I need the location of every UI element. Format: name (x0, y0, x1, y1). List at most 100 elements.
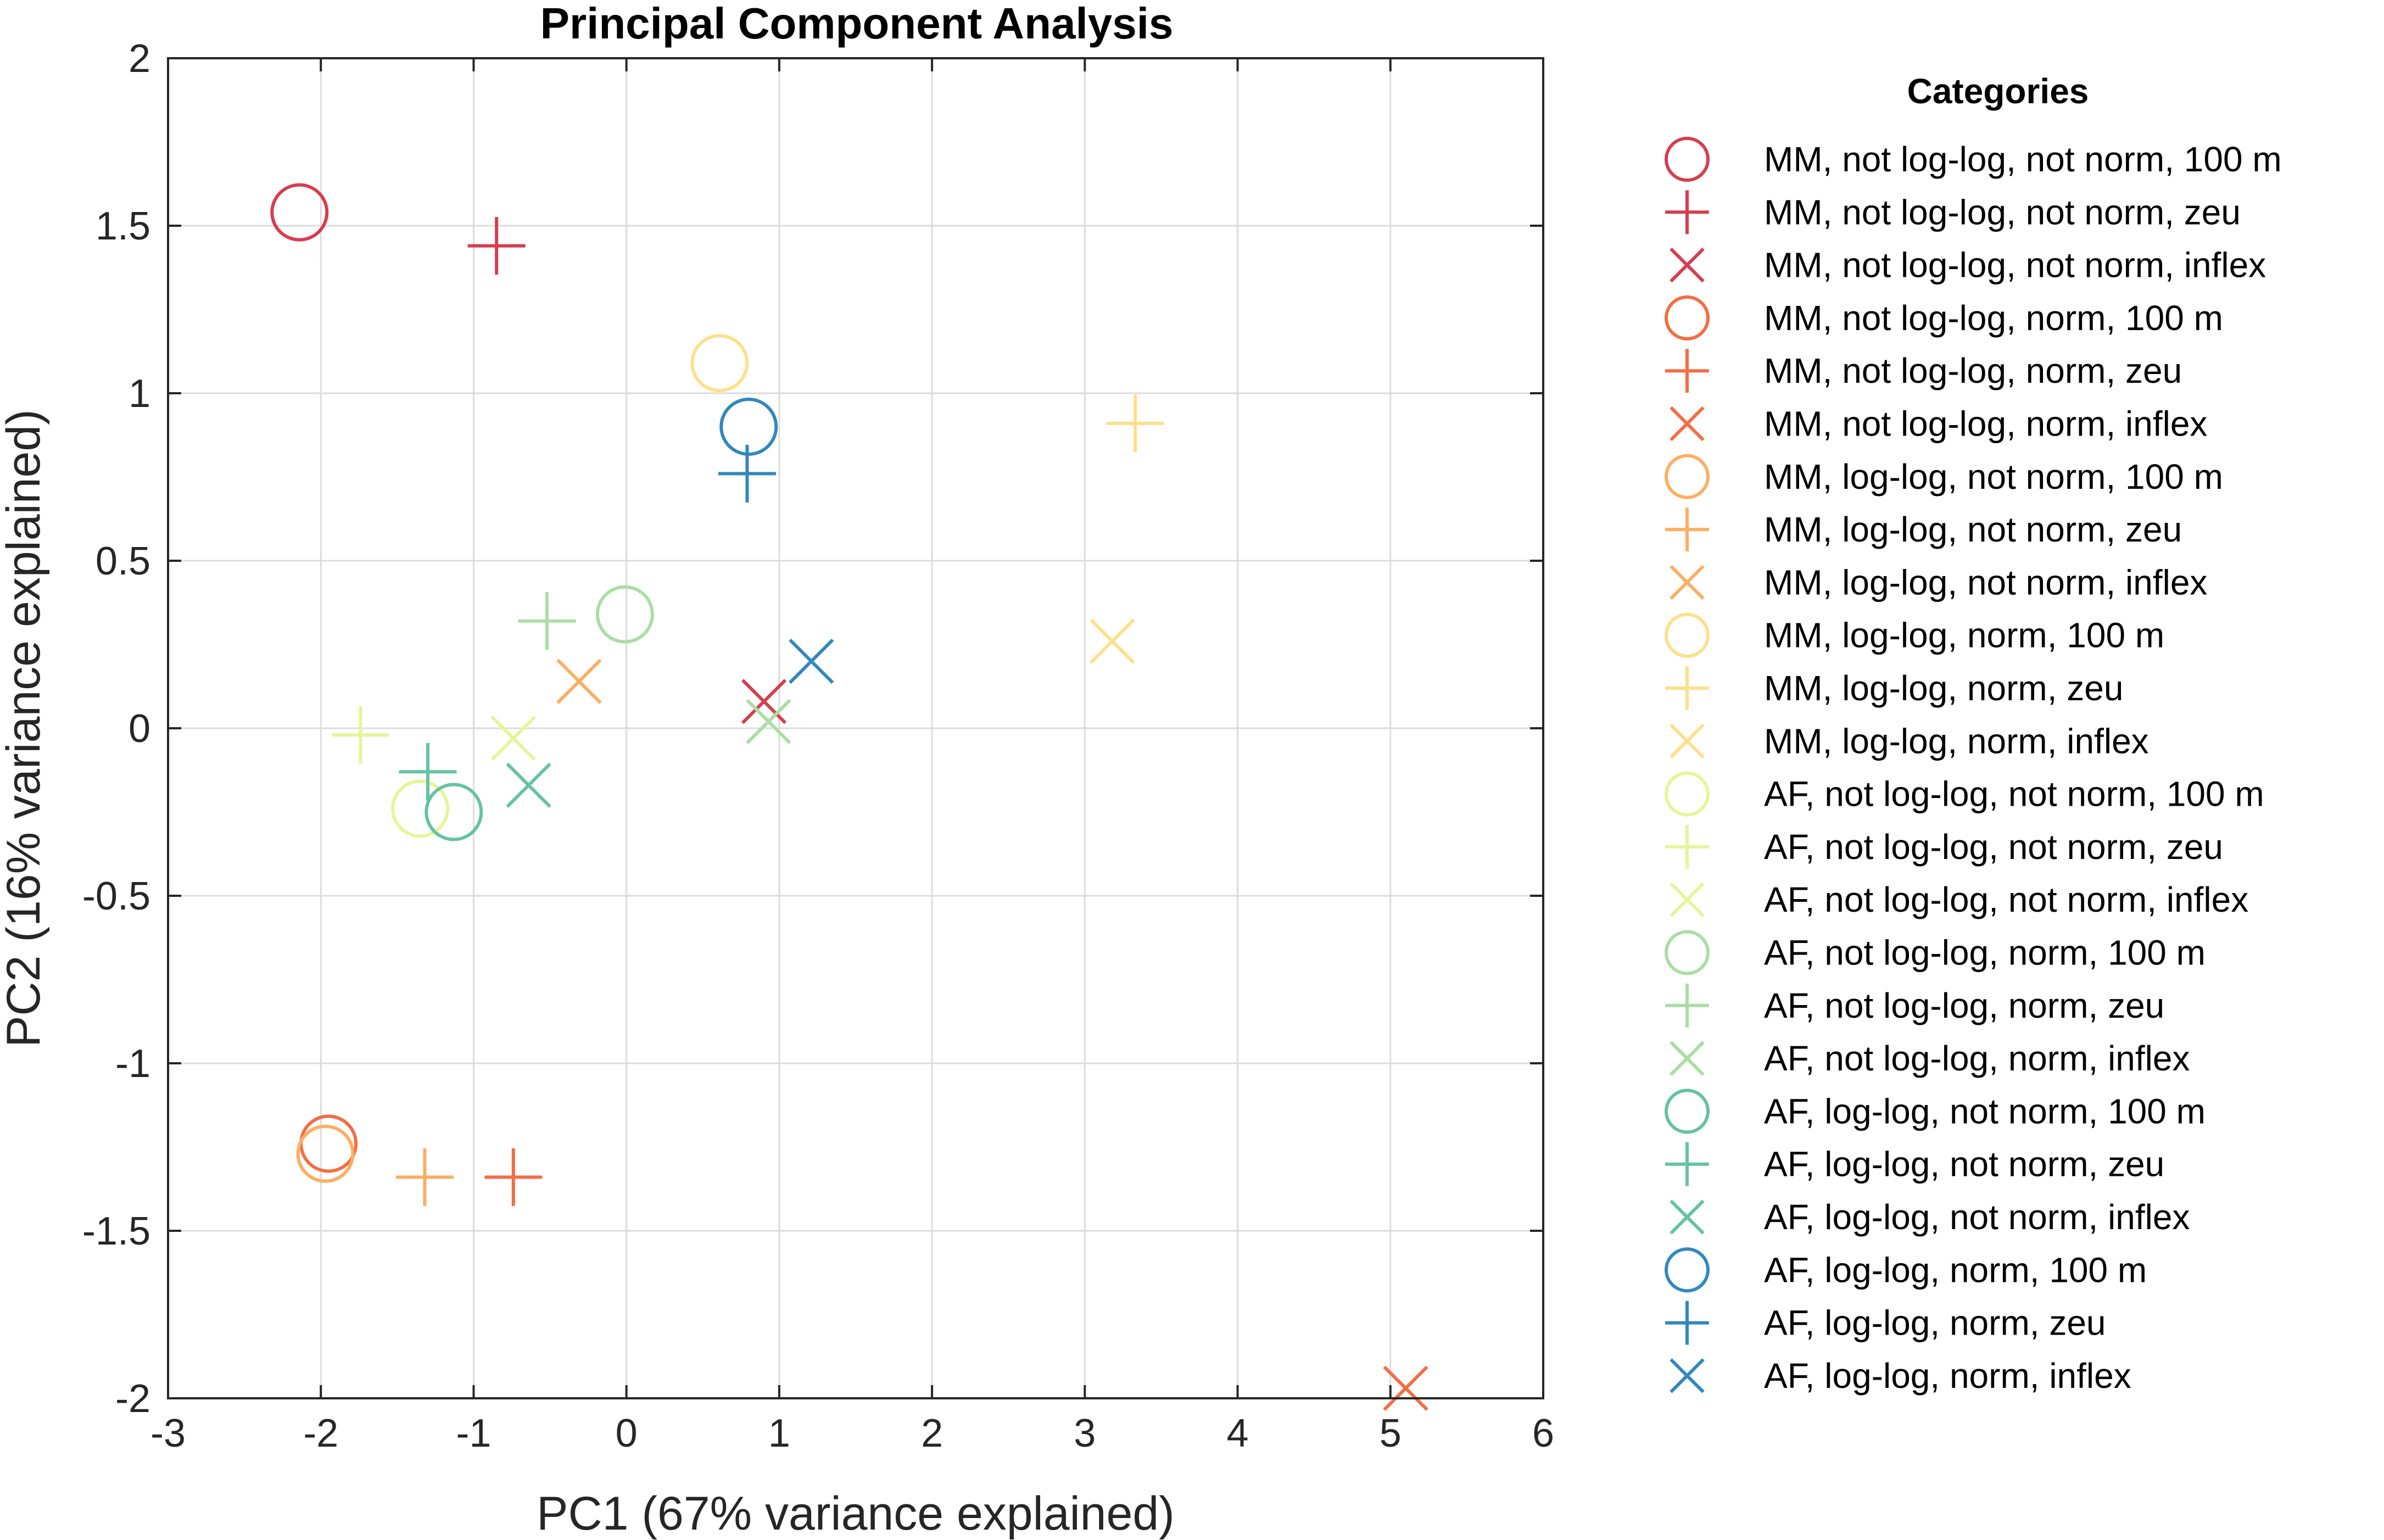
x-tick-label: -3 (150, 1411, 186, 1455)
legend-label: MM, log-log, not norm, zeu (1764, 510, 2182, 549)
legend-marker-cross (1670, 723, 1705, 759)
data-point-plus (399, 743, 457, 801)
legend-item: MM, not log-log, norm, 100 m (1665, 295, 2223, 341)
legend-label: AF, not log-log, not norm, zeu (1764, 827, 2223, 867)
chart-title: Principal Component Analysis (540, 0, 1174, 48)
legend-marker-circle (1665, 612, 1710, 658)
y-tick-label: 0 (129, 707, 150, 751)
legend-label: MM, not log-log, norm, zeu (1764, 351, 2182, 390)
legend-label: AF, not log-log, norm, zeu (1764, 986, 2164, 1025)
data-point-cross (1383, 1365, 1428, 1411)
legend-label: AF, log-log, norm, inflex (1764, 1356, 2131, 1396)
x-tick-label: 3 (1074, 1411, 1096, 1455)
data-point-plus (332, 706, 390, 764)
data-point-cross (741, 679, 787, 724)
x-tick-label: 6 (1532, 1411, 1554, 1455)
legend-marker-plus (1665, 1301, 1709, 1345)
x-tick-label: 1 (768, 1411, 790, 1455)
legend-marker-plus (1665, 825, 1709, 869)
legend-label: MM, not log-log, not norm, inflex (1764, 245, 2266, 285)
x-tick-label: 4 (1227, 1411, 1249, 1455)
legend-label: MM, log-log, norm, 100 m (1764, 616, 2164, 655)
legend-marker-plus (1665, 983, 1709, 1028)
legend-label: AF, not log-log, norm, 100 m (1764, 933, 2206, 973)
legend-marker-circle (1665, 771, 1710, 817)
legend-marker-cross (1670, 247, 1705, 283)
y-tick-label: -1 (115, 1042, 150, 1086)
data-point-cross (506, 762, 551, 808)
legend-item: AF, log-log, norm, 100 m (1665, 1247, 2147, 1293)
data-point-cross (556, 659, 602, 704)
data-point-cross (789, 638, 834, 684)
data-point-plus (484, 1148, 543, 1206)
legend-marker-cross (1670, 1199, 1705, 1235)
legend-marker-plus (1665, 349, 1709, 393)
plot-area-frame (167, 57, 1544, 1399)
legend-label: AF, not log-log, norm, inflex (1764, 1039, 2190, 1078)
legend-item: AF, log-log, norm, zeu (1665, 1301, 2106, 1345)
legend-title: Categories (1907, 71, 2089, 111)
legend-label: MM, not log-log, norm, inflex (1764, 404, 2207, 444)
data-point-cross (490, 716, 536, 761)
legend-marker-circle (1665, 1089, 1710, 1134)
data-point-plus (718, 444, 776, 503)
legend-item: MM, not log-log, not norm, 100 m (1665, 137, 2282, 182)
y-tick-label: -0.5 (82, 874, 150, 918)
legend-label: AF, not log-log, not norm, 100 m (1764, 774, 2264, 814)
legend-item: MM, not log-log, norm, zeu (1665, 349, 2182, 393)
y-tick-label: 2 (129, 37, 150, 81)
x-tick-label: 0 (616, 1411, 638, 1455)
legend-marker-circle (1665, 137, 1710, 182)
legend-item: MM, log-log, not norm, 100 m (1665, 454, 2223, 499)
legend-label: MM, not log-log, norm, 100 m (1764, 298, 2223, 338)
y-tick-label: 0.5 (96, 539, 150, 583)
data-point-circle (690, 334, 749, 393)
legend-marker-plus (1665, 190, 1709, 235)
legend-label: AF, log-log, norm, 100 m (1764, 1250, 2147, 1290)
legend-marker-circle (1665, 454, 1710, 499)
x-tick-label: -2 (303, 1411, 338, 1455)
legend-item: AF, log-log, not norm, zeu (1665, 1142, 2164, 1186)
legend-label: MM, log-log, norm, inflex (1764, 721, 2149, 761)
x-tick-label: -1 (456, 1411, 491, 1455)
legend: Categories MM, not log-log, not norm, 10… (1665, 71, 2282, 1396)
legend-item: AF, not log-log, norm, inflex (1670, 1039, 2190, 1078)
legend-item: AF, log-log, not norm, 100 m (1665, 1089, 2206, 1134)
data-point-circle (296, 1124, 355, 1183)
legend-item: AF, not log-log, norm, 100 m (1665, 930, 2206, 975)
legend-item: AF, not log-log, not norm, inflex (1670, 880, 2248, 919)
legend-label: MM, log-log, not norm, inflex (1764, 562, 2207, 602)
legend-item: MM, log-log, not norm, inflex (1670, 562, 2207, 602)
legend-marker-plus (1665, 507, 1709, 551)
legend-marker-cross (1670, 1041, 1705, 1076)
y-tick-label: 1.5 (96, 204, 150, 248)
legend-marker-plus (1665, 666, 1709, 710)
legend-item: MM, not log-log, not norm, zeu (1665, 190, 2241, 235)
legend-label: MM, log-log, not norm, 100 m (1764, 457, 2223, 496)
legend-item: AF, log-log, norm, inflex (1670, 1356, 2131, 1396)
data-point-cross (1090, 618, 1135, 664)
x-tick-label: 5 (1380, 1411, 1402, 1455)
data-point-circle (270, 183, 329, 242)
data-point-plus (395, 1148, 454, 1206)
data-markers (270, 183, 1428, 1411)
legend-marker-cross (1670, 406, 1705, 442)
legend-item: MM, log-log, not norm, zeu (1665, 507, 2182, 551)
data-point-plus (518, 592, 576, 650)
legend-item: MM, log-log, norm, 100 m (1665, 612, 2164, 658)
legend-item: AF, log-log, not norm, inflex (1670, 1197, 2190, 1237)
data-point-circle (595, 585, 654, 644)
legend-label: AF, log-log, not norm, inflex (1764, 1197, 2190, 1237)
legend-marker-circle (1665, 930, 1710, 975)
legend-marker-plus (1665, 1142, 1709, 1186)
legend-marker-circle (1665, 1247, 1710, 1293)
legend-item: MM, not log-log, norm, inflex (1670, 404, 2207, 444)
legend-label: AF, log-log, not norm, zeu (1764, 1145, 2164, 1184)
legend-item: MM, log-log, norm, zeu (1665, 666, 2123, 710)
legend-marker-cross (1670, 1358, 1705, 1393)
data-point-cross (746, 699, 791, 744)
legend-items: MM, not log-log, not norm, 100 m MM, not … (1665, 137, 2282, 1396)
legend-marker-circle (1665, 295, 1710, 341)
